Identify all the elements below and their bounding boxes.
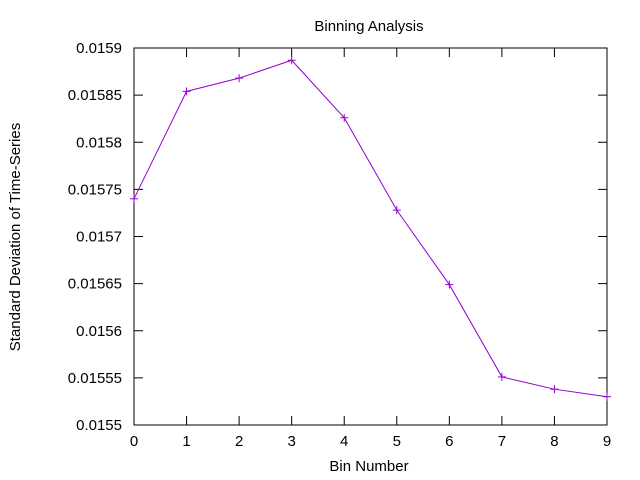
y-tick-label: 0.0159 bbox=[76, 40, 122, 57]
x-tick-label: 1 bbox=[182, 433, 190, 450]
data-point bbox=[287, 56, 296, 65]
x-tick-label: 9 bbox=[603, 433, 611, 450]
series-layer bbox=[130, 56, 611, 401]
y-axis-label: Standard Deviation of Time-Series bbox=[7, 123, 24, 351]
data-point bbox=[497, 372, 506, 381]
x-tick-label: 5 bbox=[393, 433, 401, 450]
series-line bbox=[133, 59, 608, 398]
data-point bbox=[392, 206, 401, 215]
y-tick-label: 0.0155 bbox=[76, 417, 122, 434]
x-tick-label: 6 bbox=[445, 433, 453, 450]
chart-title: Binning Analysis bbox=[314, 18, 423, 35]
data-point bbox=[130, 194, 138, 203]
data-point bbox=[340, 113, 349, 122]
axis-ticks: 0 1 2 3 4 5 6 7 8 9 0.0155 0.01555 0.0156 0.01565 0.01… bbox=[68, 40, 611, 450]
x-tick-label: 0 bbox=[130, 433, 138, 450]
x-tick-label: 8 bbox=[550, 433, 558, 450]
x-axis-label: Bin Number bbox=[329, 458, 408, 475]
data-point bbox=[182, 87, 191, 96]
y-tick-label: 0.01585 bbox=[68, 87, 122, 104]
y-tick-label: 0.0158 bbox=[76, 134, 122, 151]
plot-frame bbox=[133, 47, 608, 426]
y-tick-label: 0.0156 bbox=[76, 323, 122, 340]
x-tick-label: 2 bbox=[235, 433, 243, 450]
y-tick-label: 0.01555 bbox=[68, 370, 122, 387]
y-tick-label: 0.01565 bbox=[68, 276, 122, 293]
data-point bbox=[445, 280, 454, 289]
data-point bbox=[603, 392, 611, 401]
plot-border bbox=[133, 47, 608, 426]
data-point bbox=[550, 385, 559, 394]
x-tick-label: 4 bbox=[340, 433, 348, 450]
x-tick-label: 3 bbox=[287, 433, 295, 450]
y-tick-label: 0.01575 bbox=[68, 181, 122, 198]
data-point bbox=[235, 74, 244, 83]
y-tick-label: 0.0157 bbox=[76, 229, 122, 246]
x-tick-label: 7 bbox=[498, 433, 506, 450]
